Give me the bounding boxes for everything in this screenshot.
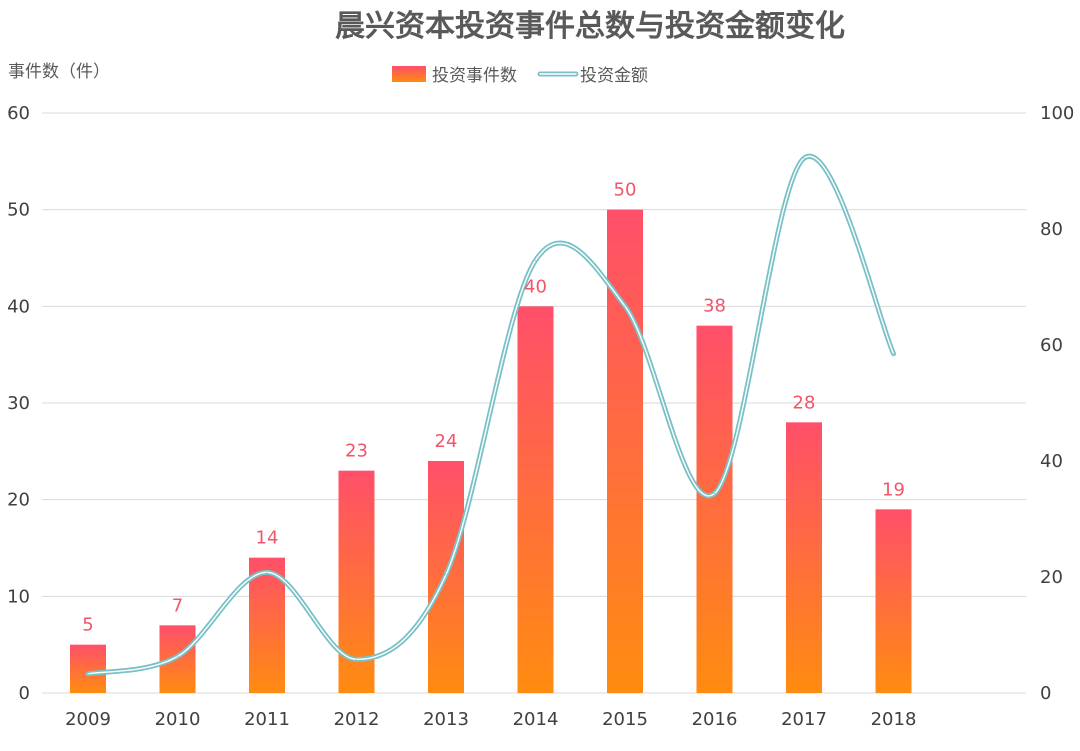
right-axis-ticks: 0 20 40 60 80 100: [1040, 103, 1074, 704]
x-tick-label: 2009: [65, 709, 111, 730]
left-tick-label: 60: [7, 103, 30, 124]
right-tick-label: 80: [1040, 219, 1063, 240]
bar-data-label: 14: [256, 528, 279, 549]
bar: [70, 644, 106, 693]
line-point: [535, 259, 536, 261]
bar-data-label: 7: [172, 595, 183, 616]
line-point: [714, 492, 715, 494]
legend-swatch-bar: [392, 66, 426, 82]
bar: [517, 306, 554, 693]
bar: [249, 557, 285, 693]
bar: [875, 509, 912, 693]
bar: [607, 209, 643, 693]
left-tick-label: 40: [7, 296, 30, 317]
x-tick-label: 2013: [423, 709, 469, 730]
legend: 投资事件数 投资金额: [392, 66, 648, 86]
chart-title: 晨兴资本投资事件总数与投资金额变化: [335, 9, 845, 44]
line-point: [177, 655, 178, 657]
bar: [696, 325, 733, 693]
line-point: [266, 571, 268, 573]
bar-data-label: 5: [82, 615, 93, 636]
right-tick-label: 20: [1040, 567, 1063, 588]
legend-label-line: 投资金额: [580, 66, 648, 86]
x-tick-label: 2011: [244, 709, 290, 730]
line-point: [893, 353, 894, 355]
x-axis-ticks: 2009 2010 2011 2012 2013 2014 2015 2016 2017 2018: [65, 709, 916, 730]
right-tick-label: 100: [1040, 103, 1074, 124]
bar-data-label: 19: [882, 479, 905, 500]
x-tick-label: 2017: [781, 709, 827, 730]
bar-series: [70, 209, 912, 693]
right-tick-label: 40: [1040, 451, 1063, 472]
line-point: [356, 658, 357, 660]
bar: [786, 422, 822, 693]
line-point: [87, 673, 89, 675]
legend-label-bar: 投资事件数: [432, 66, 517, 86]
line-point: [624, 305, 626, 307]
left-tick-label: 10: [7, 586, 30, 607]
left-axis-ticks: 0 10 20 30 40 50 60: [7, 103, 30, 704]
bar-data-label: 40: [524, 276, 547, 297]
left-tick-label: 0: [19, 683, 30, 704]
data-labels: 5 7 14 23 24 40 50 38 28 19: [82, 180, 905, 636]
bar-data-label: 24: [435, 431, 458, 452]
bar-data-label: 38: [703, 296, 726, 317]
left-tick-label: 20: [7, 490, 30, 511]
x-tick-label: 2015: [602, 709, 648, 730]
line-series: [85, 153, 896, 677]
left-tick-label: 50: [7, 200, 30, 221]
line-point: [803, 157, 805, 159]
line-point: [445, 574, 447, 576]
bar-data-label: 50: [614, 180, 637, 201]
right-tick-label: 60: [1040, 335, 1063, 356]
x-tick-label: 2010: [155, 709, 201, 730]
bar-data-label: 23: [345, 441, 368, 462]
x-tick-label: 2014: [513, 709, 559, 730]
left-tick-label: 30: [7, 393, 30, 414]
x-tick-label: 2012: [334, 709, 380, 730]
x-tick-label: 2018: [871, 709, 917, 730]
left-axis-title: 事件数（件）: [8, 62, 110, 82]
bar-data-label: 28: [793, 392, 816, 413]
x-tick-label: 2016: [692, 709, 738, 730]
right-tick-label: 0: [1040, 683, 1051, 704]
